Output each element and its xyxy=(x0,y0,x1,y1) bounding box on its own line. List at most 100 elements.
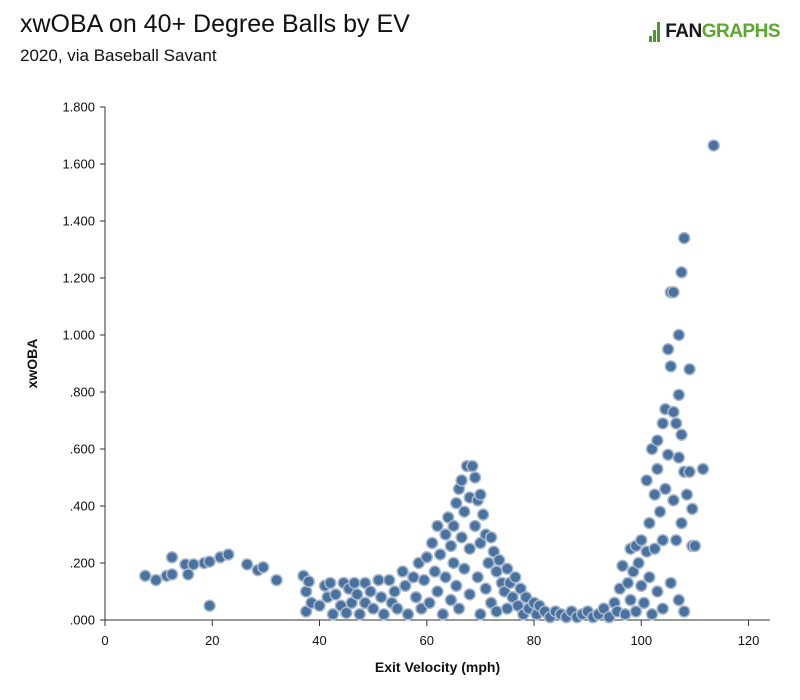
data-point xyxy=(417,573,431,587)
x-tick-label: 80 xyxy=(527,633,541,648)
data-point xyxy=(675,516,688,530)
data-point xyxy=(643,571,656,584)
data-point xyxy=(353,608,366,621)
data-point xyxy=(482,556,495,570)
data-point xyxy=(455,531,468,544)
y-tick-label: 1.600 xyxy=(62,157,95,172)
data-point xyxy=(468,471,482,484)
chart-title: xwOBA on 40+ Degree Balls by EV xyxy=(20,10,410,38)
data-point xyxy=(431,519,444,533)
data-point xyxy=(366,602,380,615)
data-point xyxy=(629,605,643,618)
data-point xyxy=(672,328,686,342)
data-point xyxy=(420,551,434,564)
data-point xyxy=(675,266,688,279)
data-point xyxy=(672,451,686,464)
data-point xyxy=(659,482,672,496)
data-point xyxy=(374,590,388,604)
data-point xyxy=(683,362,696,376)
data-point xyxy=(447,556,460,570)
data-point xyxy=(372,573,385,587)
data-point xyxy=(707,139,720,152)
data-point xyxy=(664,360,678,373)
data-point xyxy=(645,608,659,621)
data-point xyxy=(672,388,686,402)
y-tick-label: .000 xyxy=(70,613,95,628)
y-tick-label: .600 xyxy=(70,442,95,457)
y-tick-label: 1.400 xyxy=(62,214,95,229)
data-point xyxy=(685,502,699,516)
data-point xyxy=(471,571,484,584)
data-point xyxy=(329,588,342,601)
data-point xyxy=(661,343,675,356)
data-point xyxy=(651,462,664,476)
data-point xyxy=(348,576,361,590)
y-axis-label: xwOBA xyxy=(24,339,40,389)
logo-text-fan: FAN xyxy=(665,21,702,42)
data-point xyxy=(653,505,667,518)
data-point xyxy=(640,474,653,487)
data-point xyxy=(165,551,179,564)
data-point xyxy=(490,565,503,578)
data-point xyxy=(409,590,423,604)
data-point xyxy=(326,608,340,621)
data-point xyxy=(492,553,506,567)
data-point xyxy=(350,588,364,601)
data-point xyxy=(667,405,680,419)
data-point xyxy=(455,474,468,487)
data-point xyxy=(463,588,476,601)
data-point xyxy=(323,576,337,590)
data-point xyxy=(664,576,678,590)
data-point xyxy=(635,533,648,547)
data-point xyxy=(401,608,415,621)
data-point xyxy=(463,542,476,555)
data-point xyxy=(458,505,471,518)
data-point xyxy=(651,585,664,598)
data-point xyxy=(624,593,637,607)
data-point xyxy=(672,593,686,607)
x-tick-label: 60 xyxy=(420,633,434,648)
data-point xyxy=(450,496,463,510)
logo-text-graphs: GRAPHS xyxy=(701,21,781,42)
data-point xyxy=(466,459,479,473)
data-point xyxy=(474,608,487,621)
data-point xyxy=(444,593,458,607)
data-point xyxy=(656,533,669,547)
data-point xyxy=(667,494,680,507)
data-point xyxy=(447,519,460,533)
x-tick-label: 120 xyxy=(738,633,760,648)
data-point xyxy=(382,573,396,587)
x-axis-label: Exit Velocity (mph) xyxy=(375,659,500,675)
data-point xyxy=(656,417,669,430)
data-point xyxy=(433,548,447,561)
data-point xyxy=(431,585,444,598)
data-point xyxy=(187,558,200,571)
logo-bars-icon xyxy=(649,22,663,42)
data-point xyxy=(667,286,680,299)
data-point xyxy=(391,602,404,615)
data-point xyxy=(661,448,675,461)
data-point xyxy=(479,582,493,595)
data-point xyxy=(651,434,664,447)
y-tick-label: .200 xyxy=(70,556,95,571)
y-tick-label: .400 xyxy=(70,499,95,514)
data-point xyxy=(490,605,503,618)
data-point xyxy=(677,231,691,245)
data-point xyxy=(256,561,270,574)
fangraphs-logo[interactable]: FAN GRAPHS xyxy=(649,20,781,44)
y-tick-label: 1.800 xyxy=(62,100,95,115)
x-tick-label: 20 xyxy=(205,633,219,648)
data-point xyxy=(476,508,490,521)
data-point xyxy=(616,559,629,573)
data-point xyxy=(149,573,163,587)
data-point xyxy=(399,579,412,593)
data-point xyxy=(618,608,632,621)
data-point xyxy=(407,571,420,584)
data-point xyxy=(313,599,326,612)
data-point xyxy=(396,565,409,578)
data-point xyxy=(484,531,498,544)
data-point xyxy=(680,488,694,501)
data-point xyxy=(500,602,514,615)
data-point xyxy=(696,462,710,476)
